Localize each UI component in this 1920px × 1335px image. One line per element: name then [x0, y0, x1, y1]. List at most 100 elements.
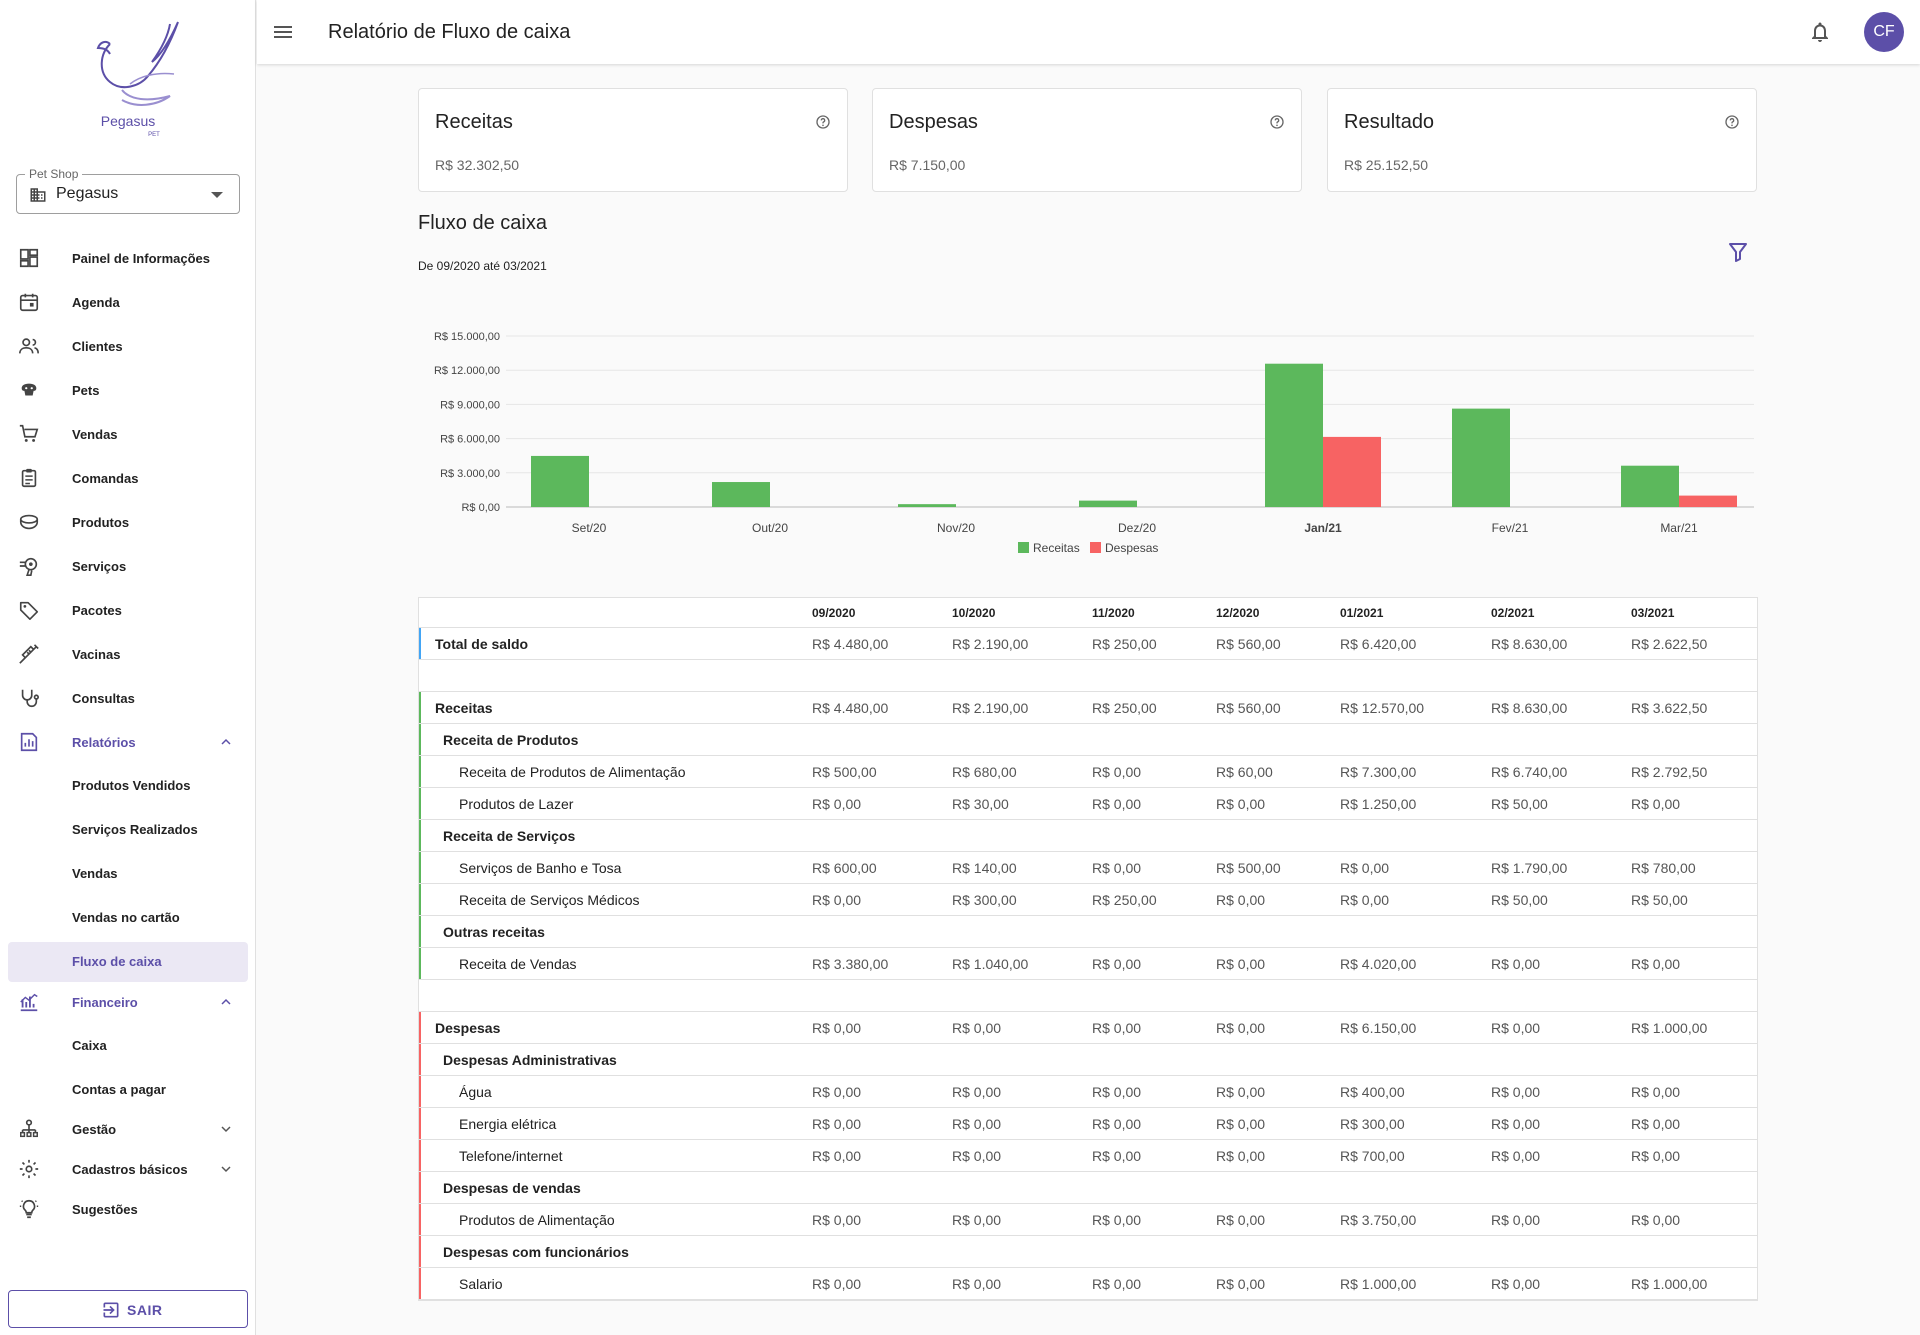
sidebar-item-0[interactable]: Painel de Informações [8, 238, 248, 278]
x-tick-label: Jan/21 [1304, 521, 1342, 535]
cell-value: R$ 250,00 [1092, 892, 1157, 908]
bar-receitas-5[interactable] [1452, 408, 1510, 507]
bar-receitas-4[interactable] [1265, 363, 1323, 507]
cell-value: R$ 0,00 [1092, 1148, 1142, 1164]
bar-receitas-0[interactable] [531, 455, 589, 507]
sidebar-item-4[interactable]: Vendas [8, 414, 248, 454]
help-icon[interactable] [1269, 114, 1285, 130]
cell-value: R$ 250,00 [1092, 636, 1157, 652]
cell-value: R$ 3.380,00 [812, 956, 889, 972]
cell-value: R$ 1.000,00 [1631, 1276, 1708, 1292]
paw-icon [18, 379, 40, 401]
hair-dryer-icon [18, 555, 40, 577]
sidebar-item-label: Pets [72, 382, 100, 398]
sidebar-item-label: Cadastros básicos [72, 1161, 188, 1177]
help-icon[interactable] [1724, 114, 1740, 130]
cell-value: R$ 560,00 [1216, 700, 1281, 716]
logout-button[interactable]: SAIR [8, 1290, 248, 1328]
row-label: Receita de Produtos de Alimentação [459, 764, 686, 780]
row-label: Receita de Serviços [443, 828, 576, 844]
user-avatar[interactable]: CF [1864, 12, 1904, 52]
notifications-bell-icon[interactable] [1808, 20, 1832, 44]
cell-value: R$ 0,00 [1631, 956, 1681, 972]
sidebar-item-label: Financeiro [72, 994, 138, 1010]
sidebar-item-1[interactable]: Agenda [8, 282, 248, 322]
pet-shop-select[interactable]: Pet Shop Pegasus [16, 167, 240, 214]
sidebar-item-5[interactable]: Comandas [8, 458, 248, 498]
sidebar-item-6[interactable]: Produtos [8, 502, 248, 542]
dashboard-icon [18, 247, 40, 269]
cell-value: R$ 0,00 [1631, 1084, 1681, 1100]
sidebar-item-7[interactable]: Serviços [8, 546, 248, 586]
cell-value: R$ 300,00 [952, 892, 1017, 908]
cell-value: R$ 0,00 [1491, 1116, 1541, 1132]
sidebar-subitem-financeiro-1[interactable]: Contas a pagar [8, 1070, 248, 1110]
sidebar-subitem-relatorios-1[interactable]: Serviços Realizados [8, 810, 248, 850]
sidebar-subitem-label: Serviços Realizados [72, 822, 198, 837]
sidebar-item-financeiro[interactable]: Financeiro [8, 982, 248, 1022]
bar-despesas-6[interactable] [1679, 495, 1737, 507]
cell-value: R$ 0,00 [1092, 764, 1142, 780]
pegasus-logo: Pegasus PET [70, 14, 190, 142]
resultado-card: Resultado R$ 25.152,50 [1327, 88, 1757, 192]
bar-receitas-3[interactable] [1079, 500, 1137, 507]
tag-icon [18, 599, 40, 621]
bar-receitas-1[interactable] [712, 482, 770, 507]
sidebar-subitem-relatorios-3[interactable]: Vendas no cartão [8, 898, 248, 938]
legend-label-1[interactable]: Despesas [1105, 541, 1158, 555]
column-header: 10/2020 [952, 606, 996, 620]
help-icon[interactable] [815, 114, 831, 130]
bar-receitas-2[interactable] [898, 504, 956, 507]
sidebar-item-3[interactable]: Pets [8, 370, 248, 410]
section-title: Fluxo de caixa [418, 212, 547, 234]
cell-value: R$ 600,00 [812, 860, 877, 876]
finance-chart-icon [18, 991, 40, 1013]
cell-value: R$ 3.750,00 [1340, 1212, 1417, 1228]
logout-label: SAIR [127, 1302, 163, 1318]
clipboard-icon [18, 467, 40, 489]
sidebar-item-gestao[interactable]: Gestão [8, 1109, 248, 1149]
row-indicator [419, 1012, 421, 1043]
cell-value: R$ 0,00 [1216, 956, 1266, 972]
sidebar-item-sugestoes[interactable]: Sugestões [8, 1189, 248, 1229]
column-header: 12/2020 [1216, 606, 1260, 620]
card-value: R$ 7.150,00 [889, 157, 966, 173]
sidebar-item-2[interactable]: Clientes [8, 326, 248, 366]
sidebar-item-8[interactable]: Pacotes [8, 590, 248, 630]
sidebar-item-label: Serviços [72, 558, 127, 574]
cell-value: R$ 0,00 [1092, 956, 1142, 972]
sidebar-item-cadastros[interactable]: Cadastros básicos [8, 1149, 248, 1189]
sidebar-item-relatorios[interactable]: Relatórios [8, 722, 248, 762]
bar-despesas-4[interactable] [1323, 436, 1381, 507]
sidebar-subitem-financeiro-0[interactable]: Caixa [8, 1026, 248, 1066]
sidebar-item-10[interactable]: Consultas [8, 678, 248, 718]
sidebar-subitem-relatorios-0[interactable]: Produtos Vendidos [8, 766, 248, 806]
sidebar-item-9[interactable]: Vacinas [8, 634, 248, 674]
sidebar-subitem-relatorios-4[interactable]: Fluxo de caixa [8, 942, 248, 982]
cell-value: R$ 4.480,00 [812, 636, 889, 652]
filter-icon[interactable] [1726, 240, 1750, 264]
bar-receitas-6[interactable] [1621, 465, 1679, 507]
column-header: 03/2021 [1631, 606, 1675, 620]
sidebar-subitem-relatorios-2[interactable]: Vendas [8, 854, 248, 894]
legend-label-0[interactable]: Receitas [1033, 541, 1080, 555]
cell-value: R$ 0,00 [1491, 1276, 1541, 1292]
cell-value: R$ 560,00 [1216, 636, 1281, 652]
table-row: Água R$ 0,00 R$ 0,00 R$ 0,00 R$ 0,00 R$ 400,0… [419, 1076, 1757, 1108]
cell-value: R$ 6.420,00 [1340, 636, 1417, 652]
gear-icon [18, 1158, 40, 1180]
cell-value: R$ 0,00 [1092, 860, 1142, 876]
cell-value: R$ 0,00 [952, 1116, 1002, 1132]
cell-value: R$ 0,00 [812, 1276, 862, 1292]
legend-swatch-0 [1018, 542, 1029, 553]
despesas-card: Despesas R$ 7.150,00 [872, 88, 1302, 192]
row-indicator [419, 884, 421, 915]
pet-shop-legend: Pet Shop [25, 167, 83, 181]
cell-value: R$ 300,00 [1340, 1116, 1405, 1132]
table-header: 09/2020 10/2020 11/2020 12/2020 01/2021 02/20… [419, 598, 1757, 628]
spacer-row [419, 660, 1757, 692]
sidebar-item-label: Painel de Informações [72, 250, 210, 266]
menu-icon[interactable] [271, 20, 295, 44]
sidebar-subitem-label: Produtos Vendidos [72, 778, 191, 793]
x-tick-label: Fev/21 [1492, 521, 1529, 535]
